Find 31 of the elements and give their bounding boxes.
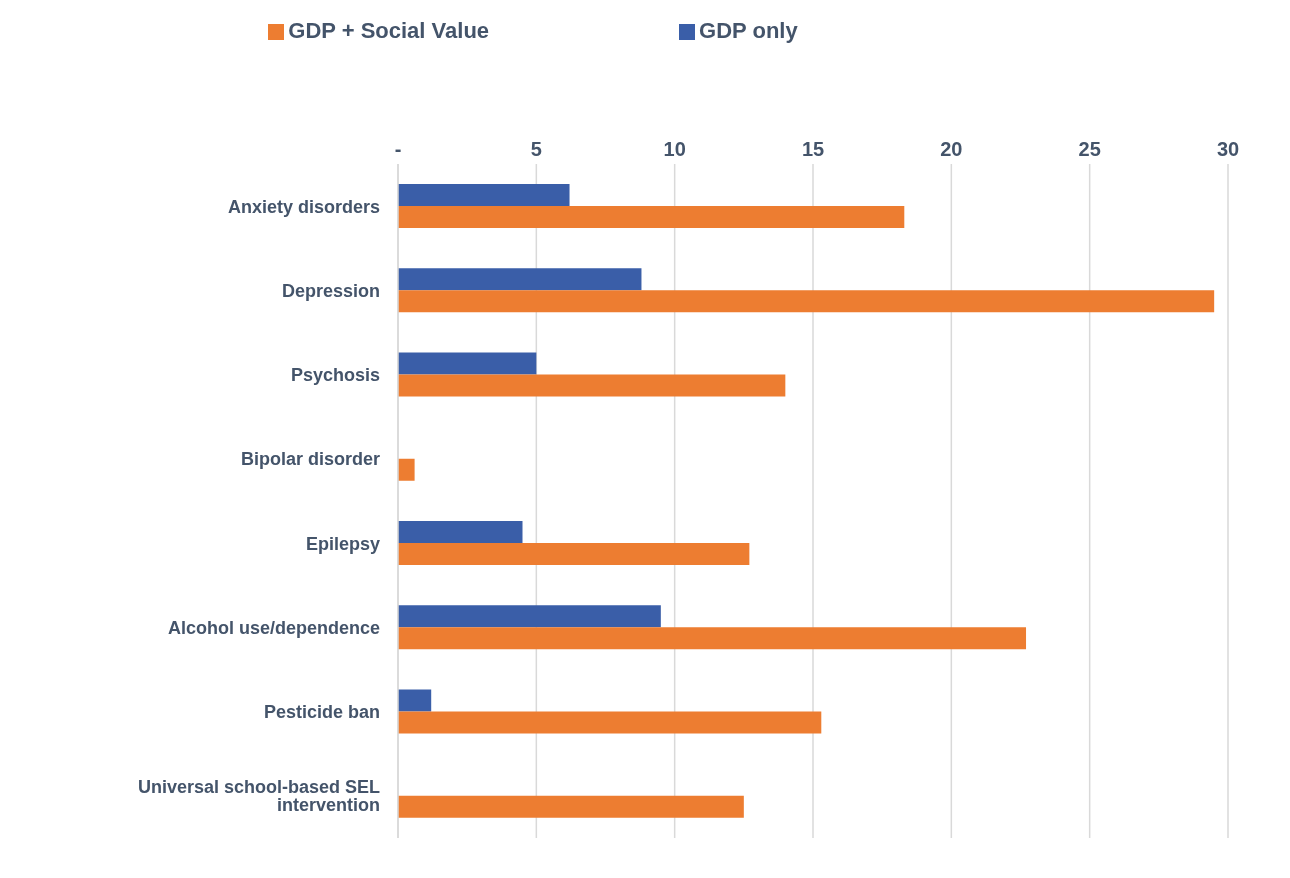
bar — [398, 206, 905, 228]
y-tick-label: Alcohol use/dependence — [167, 617, 380, 638]
bar — [398, 795, 744, 818]
legend-label: GDP only — [699, 18, 798, 43]
y-tick-label: Psychosis — [290, 365, 380, 386]
bar — [398, 605, 661, 628]
bar — [398, 627, 1027, 650]
bar — [398, 352, 537, 375]
x-tick-label: 20 — [940, 138, 963, 160]
legend-label: GDP + Social Value — [288, 18, 490, 43]
bar — [398, 521, 523, 543]
y-tick-label: Epilepsy — [305, 533, 380, 554]
bar — [398, 711, 822, 734]
x-tick-label: 15 — [801, 138, 825, 160]
bar — [398, 290, 1215, 313]
bar — [398, 689, 432, 712]
bar — [398, 543, 750, 565]
x-tick-label: - — [394, 138, 402, 160]
x-tick-label: 10 — [663, 138, 686, 160]
y-tick-label: Pesticide ban — [263, 702, 380, 723]
x-tick-label: 25 — [1078, 138, 1101, 160]
bar — [398, 458, 415, 481]
y-tick-label: Universal school-based SEL intervention — [137, 777, 380, 816]
bar — [398, 184, 570, 206]
x-tick-label: 30 — [1216, 138, 1240, 160]
y-tick-label: Anxiety disorders — [227, 196, 380, 217]
x-tick-label: 5 — [530, 138, 542, 160]
y-tick-label: Bipolar disorder — [240, 449, 380, 470]
bar — [398, 268, 642, 291]
bar — [398, 374, 786, 397]
y-tick-label: Depression — [281, 280, 380, 301]
